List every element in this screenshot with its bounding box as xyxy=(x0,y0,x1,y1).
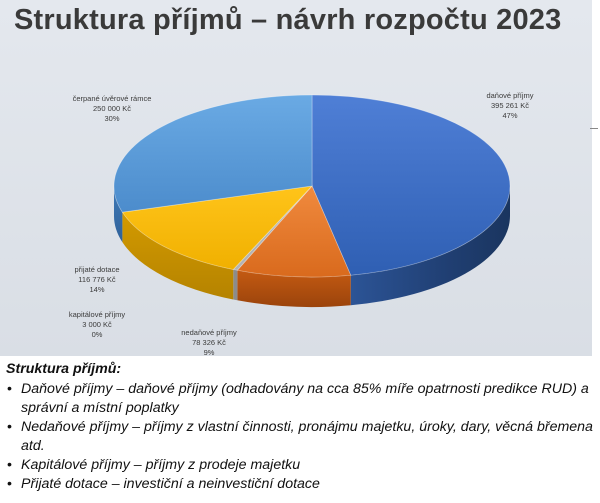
label-value: 78 326 Kč xyxy=(192,338,226,347)
label-percent: 47% xyxy=(502,111,517,120)
label-percent: 9% xyxy=(204,348,215,356)
label-value: 395 261 Kč xyxy=(491,101,529,110)
label-name: daňové příjmy xyxy=(486,91,533,100)
label-percent: 30% xyxy=(104,114,119,123)
decorative-dash xyxy=(590,128,598,129)
note-item-tax: Daňové příjmy – daňové příjmy (odhadován… xyxy=(6,380,596,418)
label-name: přijaté dotace xyxy=(74,265,119,274)
label-name: nedaňové příjmy xyxy=(181,328,237,337)
notes-list: Daňové příjmy – daňové příjmy (odhadován… xyxy=(6,380,596,494)
slice-prijate-dotace xyxy=(121,185,314,270)
slice-side-cerpane-uverove-ramce xyxy=(114,186,123,243)
chart-title: Struktura příjmů – návrh rozpočtu 2023 xyxy=(14,4,562,36)
label-value: 116 776 Kč xyxy=(78,275,116,284)
chart-panel: daňové příjmy 395 261 Kč 47% nedaňové příjm… xyxy=(0,0,598,356)
label-value: 250 000 Kč xyxy=(93,104,131,113)
slice-side-kapitalove-prijmy xyxy=(233,269,238,301)
notes-section: Struktura příjmů: Daňové příjmy – daňové… xyxy=(6,360,596,494)
slice-cerpane-uverove-ramce xyxy=(113,94,313,213)
slice-danove-prijmy xyxy=(311,94,511,276)
notes-heading: Struktura příjmů: xyxy=(6,361,122,377)
slice-side-prijate-dotace xyxy=(122,212,234,300)
slice-side-nedanove-prijmy xyxy=(237,270,351,307)
slice-nedanove-prijmy xyxy=(236,185,352,278)
note-item-subsidies: Přijaté dotace – investiční a neinvestič… xyxy=(6,475,596,494)
label-name: kapitálové příjmy xyxy=(69,310,126,319)
label-value: 3 000 Kč xyxy=(82,320,112,329)
note-item-capital: Kapitálové příjmy – příjmy z prodeje maj… xyxy=(6,456,596,475)
pie-layer xyxy=(113,94,511,307)
label-percent: 14% xyxy=(89,285,104,294)
label-name: čerpané úvěrové rámce xyxy=(73,94,152,103)
label-percent: 0% xyxy=(92,330,103,339)
note-item-nontax: Nedaňové příjmy – příjmy z vlastní činno… xyxy=(6,418,596,456)
slice-kapitalove-prijmy xyxy=(232,185,313,271)
slice-side-danove-prijmy xyxy=(350,186,510,306)
